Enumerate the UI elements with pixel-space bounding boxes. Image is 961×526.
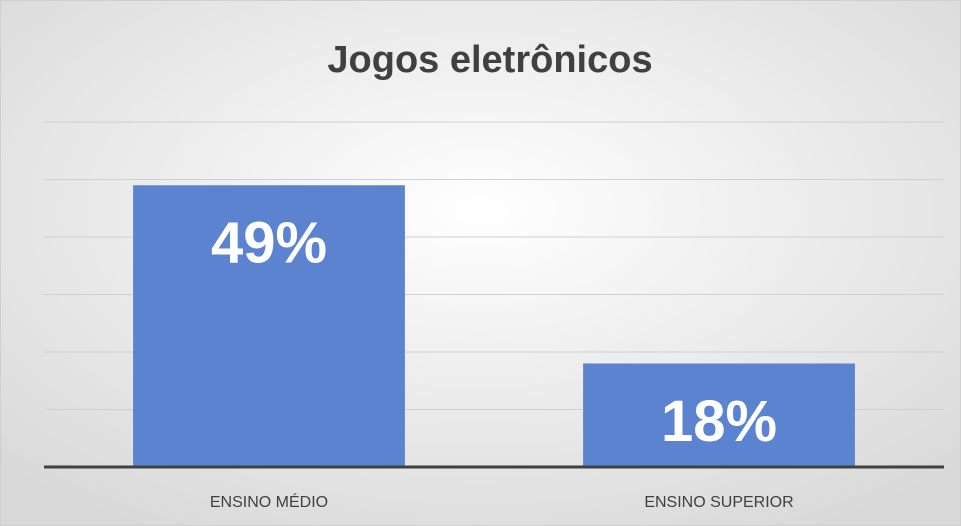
x-tick-label: ENSINO SUPERIOR [644,494,793,511]
x-tick-label: ENSINO MÉDIO [210,492,328,511]
chart-title: Jogos eletrônicos [327,39,652,81]
bar [583,363,855,467]
bar [133,185,405,467]
data-label: 18% [661,389,777,454]
data-label: 49% [211,211,327,276]
